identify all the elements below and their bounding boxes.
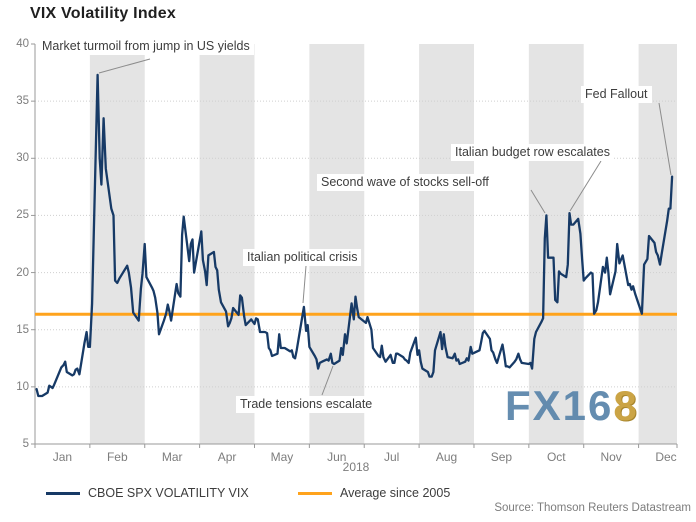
x-tick-label: Jun [327, 450, 347, 464]
legend-item: CBOE SPX VOLATILITY VIX [46, 486, 249, 500]
x-axis-year-label: 2018 [342, 460, 370, 474]
month-band [309, 44, 365, 444]
month-band [638, 44, 677, 444]
annotation-pointer-line [98, 58, 151, 74]
source-label: Source: Thomson Reuters Datastream [494, 502, 691, 514]
x-tick-label: May [270, 450, 294, 464]
annotation-label: Trade tensions escalate [236, 396, 377, 413]
x-tick-label: Mar [161, 450, 183, 464]
annotation-pointer-line [658, 102, 672, 176]
x-tick-label: Oct [546, 450, 566, 464]
y-tick-label: 35 [16, 95, 29, 108]
month-band [528, 44, 584, 444]
annotation-label: Italian budget row escalates [451, 144, 614, 161]
y-tick-label: 5 [22, 438, 29, 450]
x-tick-label: Aug [435, 450, 458, 464]
legend-label: CBOE SPX VOLATILITY VIX [88, 486, 249, 500]
fx168-watermark-logo: FX168 [505, 382, 639, 430]
x-tick-label: Dec [655, 450, 677, 464]
x-tick-label: Sep [490, 450, 513, 464]
y-tick-label: 40 [16, 38, 29, 50]
x-tick-label: Jul [383, 450, 400, 464]
month-band [199, 44, 255, 444]
watermark-text-gold: 8 [613, 382, 639, 429]
legend-label: Average since 2005 [340, 486, 451, 500]
y-tick-label: 25 [16, 209, 29, 222]
annotation-label: Fed Fallout [581, 86, 652, 103]
annotation-label: Second wave of stocks sell-off [317, 174, 493, 191]
legend-item: Average since 2005 [298, 486, 450, 500]
x-tick-label: Feb [106, 450, 128, 464]
annotation-pointer-line [569, 160, 602, 212]
y-tick-label: 15 [16, 323, 29, 336]
y-tick-label: 20 [16, 266, 29, 279]
x-tick-label: Apr [217, 450, 237, 464]
annotation-label: Italian political crisis [243, 249, 362, 266]
y-tick-label: 10 [16, 380, 29, 393]
annotation-pointer-line [321, 365, 334, 396]
vix-series-line [35, 73, 674, 398]
annotation-pointer-line [530, 189, 546, 214]
legend-swatch [46, 491, 80, 495]
y-tick-label: 30 [16, 152, 29, 165]
x-tick-label: Nov [600, 450, 622, 464]
page-title: VIX Volatility Index [30, 5, 176, 22]
legend-swatch [298, 491, 332, 495]
watermark-text-blue: FX16 [505, 382, 614, 429]
x-tick-label: Jan [52, 450, 73, 464]
annotation-pointer-line [302, 265, 307, 304]
month-band [419, 44, 474, 444]
annotation-label: Market turmoil from jump in US yields [38, 38, 254, 55]
